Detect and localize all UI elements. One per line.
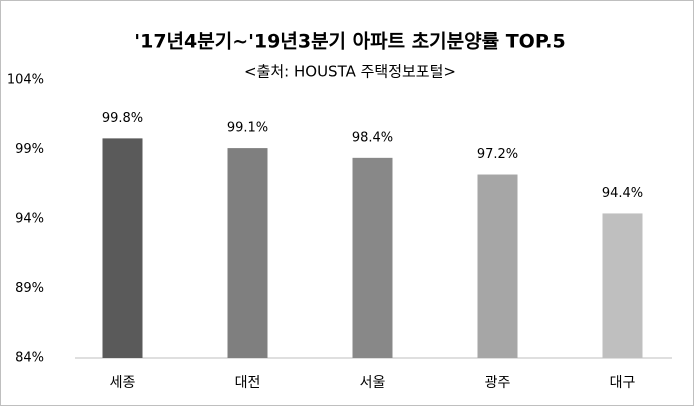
y-tick-label: 94% [15,212,44,227]
x-tick-label: 광주 [485,375,511,391]
value-label: 97.2% [477,147,518,162]
value-label: 99.1% [227,121,268,136]
value-label: 94.4% [602,186,643,201]
chart-title: '17년4분기~'19년3분기 아파트 초기분양률 TOP.5 [134,31,565,53]
bar [477,174,518,358]
bar [227,148,268,358]
bar [102,138,143,358]
y-tick-label: 104% [7,73,44,88]
x-tick-label: 대구 [610,375,636,391]
value-label: 98.4% [352,130,393,145]
chart-subtitle: <출처: HOUSTA 주택정보포털> [244,63,456,81]
value-label: 99.8% [102,111,143,126]
x-tick-label: 세종 [110,375,136,391]
x-tick-label: 대전 [235,375,261,391]
bar [352,157,393,358]
x-tick-label: 서울 [360,375,386,391]
y-tick-label: 89% [15,281,44,296]
y-tick-label: 84% [15,351,44,366]
y-tick-label: 99% [15,142,44,157]
bar [602,213,643,358]
